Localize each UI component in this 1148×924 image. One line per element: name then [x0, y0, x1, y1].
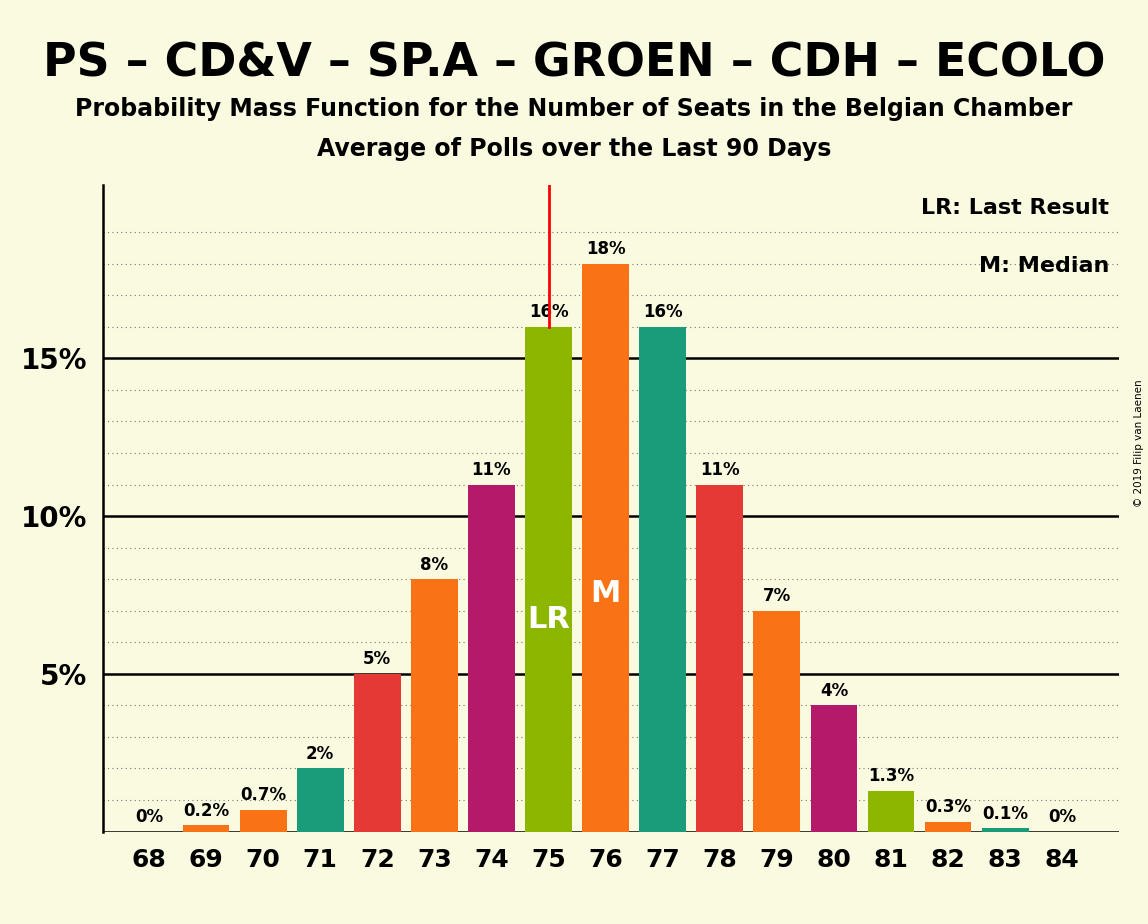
Text: 0.7%: 0.7%: [240, 785, 286, 804]
Text: 16%: 16%: [529, 303, 568, 322]
Text: 4%: 4%: [820, 682, 848, 699]
Text: 5%: 5%: [363, 650, 391, 668]
Text: 2%: 2%: [307, 745, 334, 763]
Text: 11%: 11%: [472, 461, 511, 479]
Bar: [639, 327, 687, 832]
Bar: [411, 579, 458, 832]
Bar: [582, 263, 629, 832]
Bar: [810, 705, 858, 832]
Bar: [868, 791, 915, 832]
Text: LR: LR: [527, 605, 569, 634]
Text: 0.1%: 0.1%: [983, 805, 1029, 822]
Bar: [697, 484, 743, 832]
Text: 0.2%: 0.2%: [183, 802, 230, 820]
Bar: [753, 611, 800, 832]
Text: 16%: 16%: [643, 303, 683, 322]
Text: M: M: [590, 578, 621, 608]
Bar: [354, 674, 401, 832]
Bar: [297, 769, 343, 832]
Text: 11%: 11%: [700, 461, 739, 479]
Bar: [982, 829, 1029, 832]
Bar: [183, 825, 230, 832]
Bar: [525, 327, 572, 832]
Text: 0%: 0%: [135, 808, 163, 826]
Bar: [240, 809, 287, 832]
Text: PS – CD&V – SP.A – GROEN – CDH – ECOLO: PS – CD&V – SP.A – GROEN – CDH – ECOLO: [42, 42, 1106, 87]
Text: 8%: 8%: [420, 555, 449, 574]
Text: 18%: 18%: [585, 240, 626, 258]
Bar: [924, 822, 971, 832]
Text: 7%: 7%: [762, 587, 791, 605]
Text: 0.3%: 0.3%: [925, 798, 971, 817]
Text: 0%: 0%: [1048, 808, 1077, 826]
Text: 1.3%: 1.3%: [868, 767, 914, 784]
Bar: [468, 484, 514, 832]
Text: © 2019 Filip van Laenen: © 2019 Filip van Laenen: [1134, 380, 1143, 507]
Text: LR: Last Result: LR: Last Result: [921, 198, 1109, 218]
Text: Average of Polls over the Last 90 Days: Average of Polls over the Last 90 Days: [317, 137, 831, 161]
Text: Probability Mass Function for the Number of Seats in the Belgian Chamber: Probability Mass Function for the Number…: [76, 97, 1072, 121]
Text: M: Median: M: Median: [979, 256, 1109, 276]
